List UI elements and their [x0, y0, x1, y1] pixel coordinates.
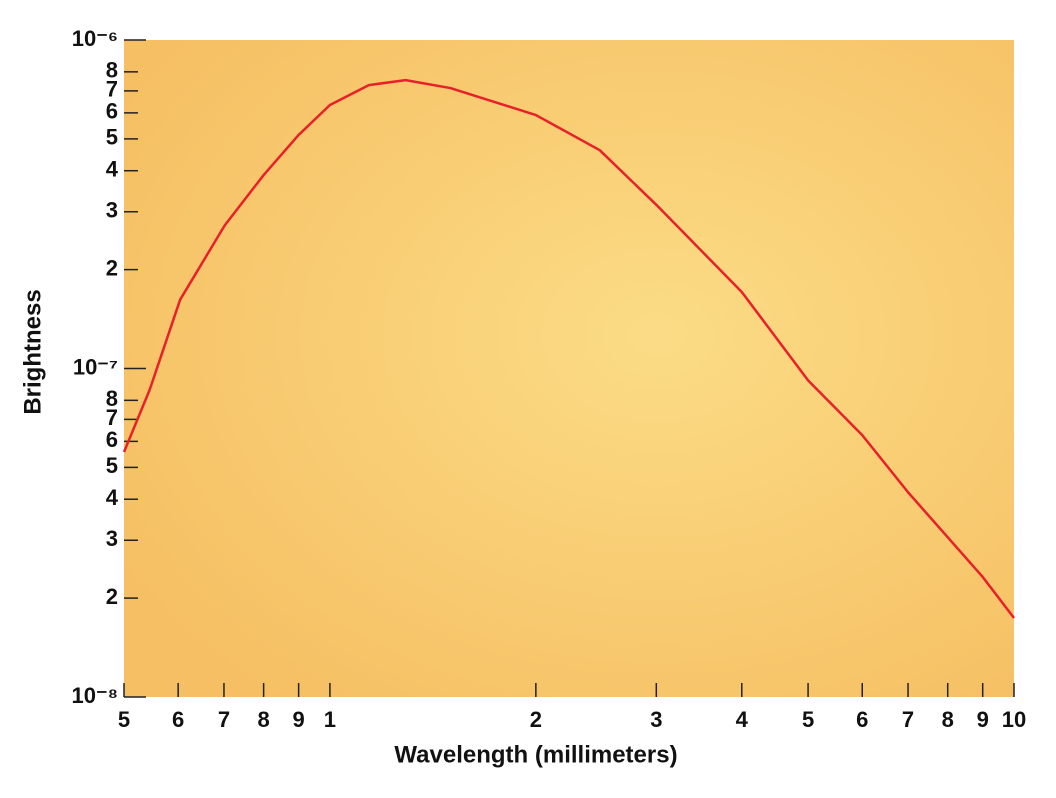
x-tick-label: 6: [172, 707, 184, 732]
x-tick-label: 2: [530, 707, 542, 732]
y-axis-label: Brightness: [19, 289, 46, 414]
x-tick-label: 7: [218, 707, 230, 732]
x-tick-label: 7: [902, 707, 914, 732]
y-tick-label: 3: [106, 526, 118, 551]
y-tick-label: 2: [106, 255, 118, 280]
x-tick-label: 10: [1002, 707, 1026, 732]
y-tick-label: 8: [106, 58, 118, 83]
x-tick-label: 5: [802, 707, 814, 732]
y-tick-label: 10⁻⁸: [72, 683, 118, 708]
x-tick-label: 9: [293, 707, 305, 732]
data-line: [122, 78, 1015, 619]
y-tick-label: 2: [106, 584, 118, 609]
x-tick-label: 3: [650, 707, 662, 732]
y-tick-label: 3: [106, 198, 118, 223]
x-tick-label: 8: [258, 707, 270, 732]
y-tick-label: 8: [106, 386, 118, 411]
x-tick-label: 8: [942, 707, 954, 732]
x-tick-label: 5: [118, 707, 130, 732]
y-tick-label: 5: [106, 453, 118, 478]
y-tick-label: 10⁻⁷: [73, 354, 118, 379]
x-tick-label: 1: [324, 707, 336, 732]
y-tick-label: 4: [106, 485, 119, 510]
x-tick-label: 9: [977, 707, 989, 732]
x-axis-label: Wavelength (millimeters): [394, 741, 677, 768]
y-tick-label: 10⁻⁶: [72, 26, 118, 51]
y-tick-label: 5: [106, 125, 118, 150]
y-tick-label: 6: [106, 99, 118, 124]
y-tick-label: 4: [106, 157, 119, 182]
x-tick-label: 6: [856, 707, 868, 732]
x-tick-label: 4: [736, 707, 749, 732]
y-tick-label: 7: [106, 77, 118, 102]
y-tick-label: 7: [106, 405, 118, 430]
plot-area: [124, 40, 1014, 697]
y-tick-label: 6: [106, 427, 118, 452]
